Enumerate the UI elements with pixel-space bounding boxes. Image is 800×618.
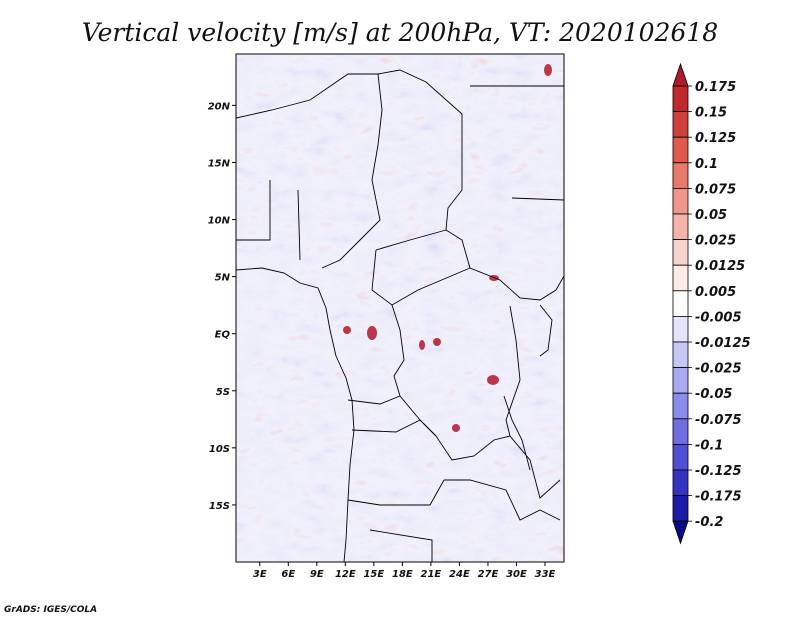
y-tick-label: 5S — [216, 387, 230, 398]
x-tick-label: 18E — [392, 569, 413, 580]
colorbar-extend-top — [672, 62, 689, 87]
colorbar-label: -0.05 — [695, 387, 732, 402]
x-tick-label: 9E — [310, 569, 324, 580]
y-tick-label: 10N — [208, 216, 231, 227]
colorbar-swatch — [672, 162, 689, 189]
colorbar-label: -0.005 — [695, 310, 742, 325]
colorbar-swatch — [672, 136, 689, 164]
colorbar-label: 0.025 — [695, 234, 736, 249]
colorbar-label: 0.175 — [695, 80, 736, 95]
colorbar-swatch — [672, 341, 689, 369]
colorbar-swatch — [672, 264, 689, 292]
colorbar-swatch — [672, 290, 689, 317]
colorbar-label: 0.15 — [695, 106, 727, 121]
x-tick-label: 21E — [421, 569, 442, 580]
colorbar-swatch — [672, 239, 689, 266]
colorbar-label: -0.0125 — [695, 336, 751, 351]
colorbar: 0.175 0.15 0.125 0.1 0.075 0.05 0.025 0.0125 0.0… — [672, 62, 751, 545]
y-tick-label: 15S — [209, 501, 230, 512]
colorbar-label: 0.05 — [695, 208, 727, 223]
plot-frame — [235, 53, 565, 563]
x-tick-label: 24E — [449, 569, 470, 580]
x-tick-label: 3E — [253, 569, 267, 580]
y-tick-label: 20N — [208, 101, 231, 112]
colorbar-label: -0.125 — [695, 464, 742, 479]
x-tick-label: 33E — [535, 569, 556, 580]
x-tick-label: 15E — [363, 569, 384, 580]
colorbar-swatch — [672, 418, 689, 445]
credit-label: GrADS: IGES/COLA — [4, 605, 97, 615]
x-tick-label: 30E — [506, 569, 527, 580]
y-tick-label: 15N — [208, 158, 231, 169]
y-tick-label: 5N — [215, 273, 231, 284]
x-tick-label: 12E — [335, 569, 356, 580]
colorbar-label: 0.0125 — [695, 259, 745, 274]
colorbar-swatch — [672, 187, 689, 215]
y-tick-label: EQ — [215, 330, 231, 341]
colorbar-swatch — [672, 367, 689, 394]
colorbar-swatch — [672, 213, 689, 241]
map-borders — [236, 69, 564, 562]
colorbar-swatch — [672, 111, 689, 138]
colorbar-label: -0.175 — [695, 490, 742, 505]
y-tick-label: 10S — [209, 444, 230, 455]
colorbar-swatch — [672, 469, 689, 497]
colorbar-label: -0.075 — [695, 413, 742, 428]
colorbar-label: -0.1 — [695, 438, 723, 453]
colorbar-label: -0.025 — [695, 362, 742, 377]
colorbar-swatch — [672, 495, 689, 522]
colorbar-label: 0.075 — [695, 182, 736, 197]
colorbar-swatch — [672, 443, 689, 471]
colorbar-swatch — [672, 85, 689, 113]
x-tick-label: 6E — [281, 569, 295, 580]
axes: 3E 6E 9E 12E 15E 18E 21E 24E 27E 30E 33E 20N 15N 10N 5… — [208, 101, 556, 580]
heatmap-field — [236, 54, 564, 562]
colorbar-label: 0.125 — [695, 131, 736, 146]
colorbar-swatch — [672, 392, 689, 420]
colorbar-label: 0.005 — [695, 285, 736, 300]
chart-title: Vertical velocity [m/s] at 200hPa, VT: 2… — [82, 18, 718, 47]
colorbar-label: -0.2 — [695, 515, 723, 530]
colorbar-label: 0.1 — [695, 157, 718, 172]
colorbar-extend-bottom — [672, 520, 689, 545]
x-tick-label: 27E — [478, 569, 499, 580]
colorbar-swatch — [672, 315, 689, 343]
